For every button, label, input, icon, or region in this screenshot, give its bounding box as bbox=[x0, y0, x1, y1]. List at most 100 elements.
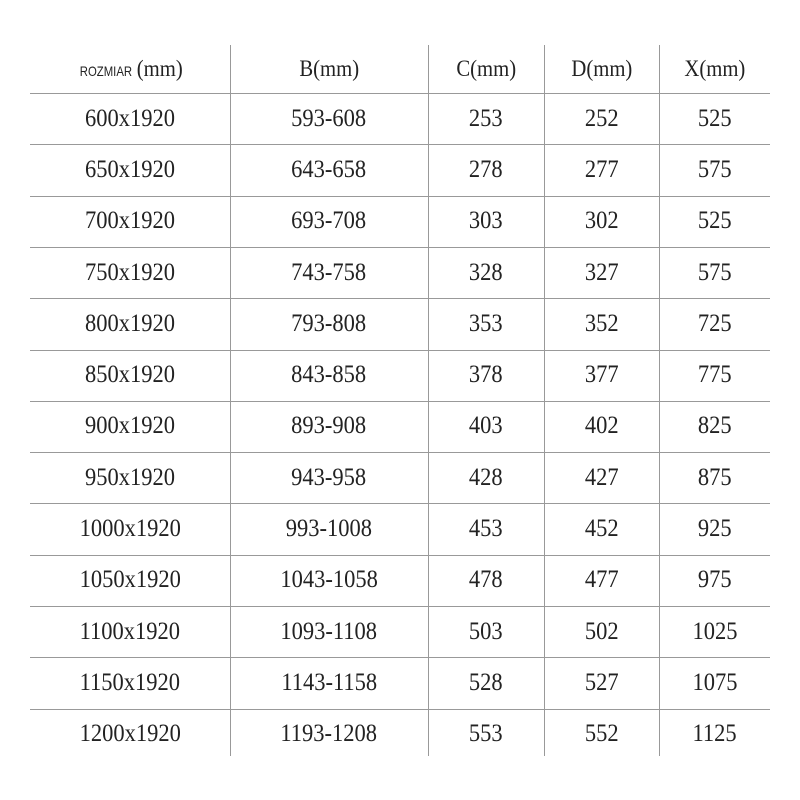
table-cell: 1143-1158 bbox=[230, 657, 428, 708]
cell-value: 1025 bbox=[692, 617, 737, 645]
header-prefix: ROZMIAR bbox=[79, 63, 133, 79]
cell-value: 893-908 bbox=[291, 412, 367, 440]
cell-value: 352 bbox=[584, 309, 619, 337]
table-cell: 428 bbox=[428, 452, 544, 503]
table-cell: 1093-1108 bbox=[230, 606, 428, 657]
cell-value: 527 bbox=[584, 668, 619, 696]
table-cell: 1193-1208 bbox=[230, 709, 428, 760]
cell-value: 477 bbox=[584, 566, 619, 594]
cell-value: 252 bbox=[584, 104, 619, 132]
table-cell: 553 bbox=[428, 709, 544, 760]
cell-value: 975 bbox=[697, 566, 732, 594]
table-cell: 302 bbox=[544, 196, 659, 247]
table-cell: 875 bbox=[659, 452, 770, 503]
dimensions-table: ROZMIAR (mm) B(mm) C(mm) D(mm) X(mm) 600x1920 5… bbox=[30, 45, 770, 756]
table-cell: 643-658 bbox=[230, 144, 428, 195]
row-divider bbox=[30, 554, 770, 556]
table-cell: 527 bbox=[544, 657, 659, 708]
cell-value: 302 bbox=[584, 207, 619, 235]
column-divider bbox=[230, 45, 231, 756]
cell-value: 750x1920 bbox=[85, 258, 175, 286]
table-cell: 552 bbox=[544, 709, 659, 760]
cell-value: 1075 bbox=[692, 668, 737, 696]
cell-value: 943-958 bbox=[291, 463, 367, 491]
cell-value: 1000x1920 bbox=[79, 515, 181, 543]
table-cell: 775 bbox=[659, 350, 770, 401]
cell-value: 650x1920 bbox=[85, 155, 175, 183]
table-cell: 452 bbox=[544, 503, 659, 554]
cell-value: 1200x1920 bbox=[79, 720, 181, 748]
cell-value: 1150x1920 bbox=[79, 668, 181, 696]
cell-value: 1093-1108 bbox=[280, 617, 378, 645]
table-cell: 327 bbox=[544, 247, 659, 298]
table-cell: 477 bbox=[544, 555, 659, 606]
cell-value: 552 bbox=[584, 720, 619, 748]
table-cell: 900x1920 bbox=[30, 401, 230, 452]
table-cell: 503 bbox=[428, 606, 544, 657]
table-cell: 278 bbox=[428, 144, 544, 195]
row-divider bbox=[30, 503, 770, 505]
table-cell: 650x1920 bbox=[30, 144, 230, 195]
table-cell: 593-608 bbox=[230, 93, 428, 144]
cell-value: 453 bbox=[469, 515, 503, 543]
table-cell: 993-1008 bbox=[230, 503, 428, 554]
table-cell: 303 bbox=[428, 196, 544, 247]
table-cell: 693-708 bbox=[230, 196, 428, 247]
cell-value: 700x1920 bbox=[85, 207, 175, 235]
table-cell: 943-958 bbox=[230, 452, 428, 503]
row-divider bbox=[30, 606, 770, 607]
table-cell: 402 bbox=[544, 401, 659, 452]
table-cell: 1025 bbox=[659, 606, 770, 657]
header-cell: X(mm) bbox=[659, 45, 770, 93]
table-cell: 427 bbox=[544, 452, 659, 503]
column-divider bbox=[428, 45, 429, 756]
table-cell: 975 bbox=[659, 555, 770, 606]
cell-value: 575 bbox=[697, 155, 732, 183]
cell-value: 775 bbox=[697, 361, 732, 389]
table-cell: 1000x1920 bbox=[30, 503, 230, 554]
cell-value: 693-708 bbox=[291, 207, 367, 235]
cell-value: 1143-1158 bbox=[281, 668, 377, 696]
cell-value: 925 bbox=[697, 515, 732, 543]
cell-value: 353 bbox=[469, 309, 503, 337]
cell-value: 793-808 bbox=[291, 309, 367, 337]
cell-value: 843-858 bbox=[291, 361, 367, 389]
table-cell: 378 bbox=[428, 350, 544, 401]
row-divider bbox=[30, 349, 770, 351]
cell-value: 525 bbox=[697, 104, 732, 132]
header-label: B(mm) bbox=[299, 56, 359, 82]
header-unit: X(mm) bbox=[684, 56, 745, 81]
cell-value: 403 bbox=[469, 412, 503, 440]
cell-value: 528 bbox=[469, 668, 503, 696]
table-cell: 525 bbox=[659, 196, 770, 247]
table-cell: 793-808 bbox=[230, 298, 428, 349]
table-cell: 743-758 bbox=[230, 247, 428, 298]
column-divider bbox=[659, 45, 660, 756]
cell-value: 478 bbox=[469, 566, 503, 594]
table-cell: 893-908 bbox=[230, 401, 428, 452]
table-cell: 1125 bbox=[659, 709, 770, 760]
cell-value: 850x1920 bbox=[85, 361, 175, 389]
table-cell: 925 bbox=[659, 503, 770, 554]
table-cell: 1050x1920 bbox=[30, 555, 230, 606]
cell-value: 402 bbox=[584, 412, 619, 440]
table-cell: 1043-1058 bbox=[230, 555, 428, 606]
table-cell: 825 bbox=[659, 401, 770, 452]
cell-value: 825 bbox=[697, 412, 732, 440]
table-cell: 528 bbox=[428, 657, 544, 708]
cell-value: 575 bbox=[697, 258, 732, 286]
table-cell: 800x1920 bbox=[30, 298, 230, 349]
header-unit: C(mm) bbox=[456, 56, 516, 81]
table-cell: 950x1920 bbox=[30, 452, 230, 503]
cell-value: 303 bbox=[469, 207, 503, 235]
cell-value: 278 bbox=[469, 155, 503, 183]
cell-value: 800x1920 bbox=[85, 309, 175, 337]
cell-value: 1043-1058 bbox=[280, 566, 378, 594]
header-unit: (mm) bbox=[136, 56, 183, 81]
cell-value: 950x1920 bbox=[85, 463, 175, 491]
table-cell: 252 bbox=[544, 93, 659, 144]
header-label: X(mm) bbox=[684, 56, 745, 82]
table-cell: 1075 bbox=[659, 657, 770, 708]
table-cell: 600x1920 bbox=[30, 93, 230, 144]
cell-value: 1100x1920 bbox=[79, 617, 181, 645]
